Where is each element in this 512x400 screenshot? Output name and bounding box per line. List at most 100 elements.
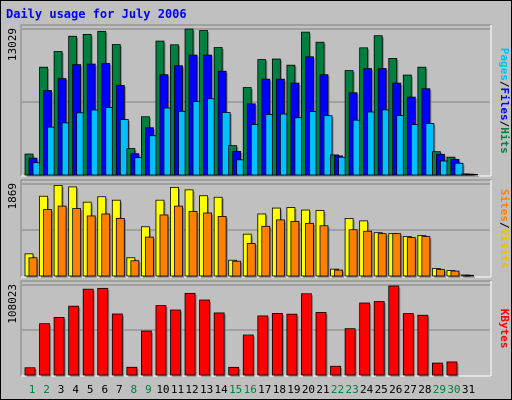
bar-kbytes [315, 312, 328, 377]
day-12-bars [184, 189, 199, 278]
x-tick-label: 17 [258, 383, 271, 396]
bar-kbytes [24, 367, 37, 377]
bar-kbytes [271, 313, 284, 377]
bar-kbytes [126, 366, 139, 377]
bar-sites [363, 230, 374, 278]
day-15-bars [228, 259, 243, 278]
day-6-bars [97, 196, 112, 278]
day-26-bars [388, 285, 401, 377]
bar-pages [425, 123, 436, 177]
day-26-bars [388, 233, 403, 278]
day-10-bars [155, 305, 168, 377]
bar-kbytes [330, 365, 343, 377]
day-14-bars [213, 312, 226, 377]
side-legend: Pages/Files/Hits [498, 48, 511, 154]
bar-kbytes [68, 305, 81, 377]
day-3-bars [53, 317, 66, 377]
bar-sites [43, 209, 54, 278]
bar-kbytes [242, 334, 255, 377]
x-tick-label: 11 [171, 383, 184, 396]
day-23-bars [344, 218, 359, 278]
day-9-bars [140, 226, 155, 278]
day-7-bars [111, 44, 130, 177]
side-legend-part: Pages [498, 48, 511, 81]
day-28-bars [417, 314, 430, 377]
bar-kbytes [257, 315, 270, 377]
x-tick-label: 9 [145, 383, 152, 396]
day-7-bars [111, 199, 126, 278]
day-20-bars [301, 209, 315, 278]
day-31-bars [461, 173, 479, 177]
day-22-bars [330, 154, 349, 177]
day-6-bars [97, 30, 116, 177]
day-16-bars [242, 87, 261, 177]
bar-sites [261, 225, 272, 278]
side-legend-part: Visits [498, 229, 511, 269]
x-tick-label: 2 [43, 383, 50, 396]
side-legend-part: / [498, 121, 511, 128]
day-5-bars [82, 201, 97, 278]
bar-sites [188, 211, 199, 278]
bar-sites [305, 222, 315, 278]
x-tick-label: 8 [131, 383, 138, 396]
bar-sites [28, 257, 39, 278]
x-tick-label: 30 [447, 383, 460, 396]
day-28-bars [417, 66, 436, 177]
day-17-bars [257, 315, 270, 377]
day-21-bars [315, 41, 334, 177]
bar-kbytes [373, 301, 386, 377]
bar-kbytes [388, 285, 401, 377]
day-14-bars [213, 47, 232, 177]
day-11-bars [170, 309, 182, 377]
bar-sites [86, 215, 97, 278]
day-27-bars [402, 236, 417, 278]
day-14-bars [213, 196, 228, 278]
bar-kbytes [53, 317, 66, 377]
day-16-bars [242, 334, 255, 377]
day-28-bars [417, 235, 432, 278]
ymax-label: 13029 [6, 28, 19, 61]
day-29-bars [431, 268, 446, 278]
bar-pages [221, 112, 232, 177]
x-tick-label: 21 [316, 383, 329, 396]
day-22-bars [330, 365, 343, 377]
bar-sites [465, 274, 475, 278]
day-15-bars [228, 145, 247, 177]
day-4-bars [68, 305, 81, 377]
x-tick-label: 16 [244, 383, 257, 396]
x-tick-label: 27 [404, 383, 417, 396]
bar-kbytes [446, 361, 459, 377]
day-16-bars [242, 233, 257, 278]
day-9-bars [140, 330, 153, 377]
bar-kbytes [228, 366, 241, 377]
day-24-bars [359, 220, 374, 278]
bar-kbytes [213, 312, 226, 377]
day-21-bars [315, 312, 328, 377]
x-tick-label: 1 [29, 383, 36, 396]
x-tick-label: 23 [345, 383, 358, 396]
bar-sites [435, 269, 446, 278]
day-19-bars [286, 313, 299, 377]
bar-kbytes [359, 302, 372, 377]
x-tick-label: 19 [287, 383, 300, 396]
day-25-bars [373, 301, 386, 377]
day-8-bars [126, 366, 139, 377]
bar-sites [174, 205, 184, 278]
bar-kbytes [39, 323, 52, 377]
day-19-bars [286, 64, 305, 177]
x-tick-label: 26 [389, 383, 402, 396]
day-31-bars [461, 274, 475, 278]
x-tick-label: 14 [215, 383, 229, 396]
day-23-bars [344, 328, 357, 377]
day-1-bars [24, 153, 43, 177]
bar-sites [159, 214, 170, 278]
day-24-bars [359, 47, 378, 177]
bar-sites [246, 243, 257, 278]
side-legend-part: / [498, 222, 511, 229]
x-tick-label: 18 [273, 383, 286, 396]
x-axis-labels: 1 2 3 4 5 6 7 8 9 10 11 12 13 14 15 16 17 18 19 20 21 22 23 24 2… [29, 383, 475, 396]
bar-sites [275, 219, 286, 278]
panel-visits-sites: 1869 Sites/Visits [6, 179, 511, 278]
